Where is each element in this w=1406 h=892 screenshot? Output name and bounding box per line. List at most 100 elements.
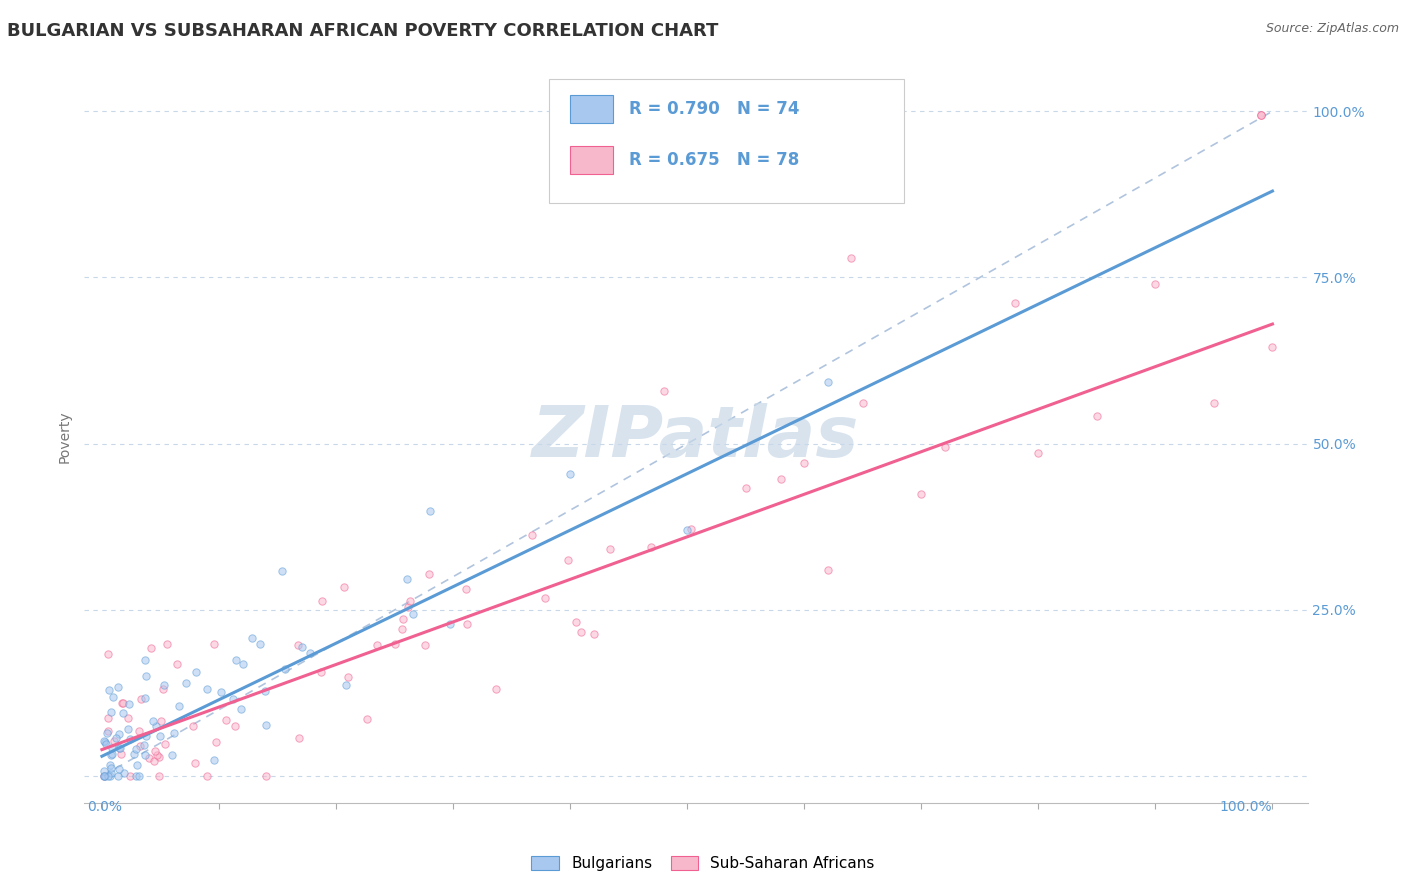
Text: 100.0%: 100.0% bbox=[1220, 800, 1272, 814]
Point bbox=[101, 740, 124, 755]
Point bbox=[254, 718, 277, 732]
Point bbox=[112, 706, 135, 720]
Point bbox=[287, 638, 309, 652]
Point bbox=[254, 769, 277, 783]
Point bbox=[141, 640, 163, 655]
Bar bbox=[569, 95, 613, 122]
Point bbox=[1261, 340, 1284, 354]
Point bbox=[934, 440, 956, 454]
Point bbox=[560, 467, 582, 482]
Point bbox=[309, 665, 332, 679]
Point bbox=[202, 753, 225, 767]
Point bbox=[96, 726, 118, 740]
Point bbox=[117, 711, 139, 725]
Point bbox=[734, 481, 756, 495]
Point bbox=[96, 737, 118, 751]
Point bbox=[93, 734, 115, 748]
Point bbox=[128, 769, 150, 783]
Point bbox=[224, 719, 246, 733]
Point bbox=[204, 637, 226, 651]
Point bbox=[134, 653, 156, 667]
Point bbox=[679, 522, 702, 536]
Point bbox=[93, 769, 115, 783]
Point bbox=[174, 676, 197, 690]
FancyBboxPatch shape bbox=[550, 78, 904, 203]
Point bbox=[142, 755, 165, 769]
Point bbox=[93, 764, 115, 778]
Point bbox=[100, 765, 122, 780]
Point bbox=[146, 748, 169, 763]
Point bbox=[534, 591, 557, 605]
Point bbox=[395, 572, 418, 586]
Point bbox=[1250, 107, 1272, 121]
Point bbox=[195, 769, 218, 783]
Point bbox=[249, 636, 271, 650]
Point bbox=[129, 739, 152, 753]
Point bbox=[356, 712, 378, 726]
Point bbox=[100, 705, 122, 719]
Point bbox=[118, 769, 141, 783]
Point bbox=[150, 714, 173, 729]
Point bbox=[98, 769, 121, 783]
Point bbox=[384, 637, 406, 651]
Point bbox=[336, 670, 359, 684]
Point bbox=[97, 769, 120, 783]
Point bbox=[195, 682, 218, 697]
Point bbox=[520, 528, 543, 542]
Point bbox=[125, 742, 148, 756]
Point bbox=[1144, 277, 1167, 291]
Point bbox=[104, 731, 127, 745]
Text: ZIPatlas: ZIPatlas bbox=[533, 402, 859, 472]
Point bbox=[96, 711, 118, 725]
Point bbox=[98, 757, 121, 772]
Point bbox=[419, 503, 441, 517]
Point bbox=[564, 615, 586, 630]
Point bbox=[817, 376, 839, 390]
Point bbox=[769, 471, 792, 485]
Point bbox=[156, 636, 179, 650]
Point bbox=[396, 599, 419, 614]
Point bbox=[910, 487, 932, 501]
Point bbox=[184, 756, 207, 770]
Point bbox=[135, 729, 157, 743]
Point bbox=[288, 731, 311, 745]
Point bbox=[166, 657, 188, 671]
Text: BULGARIAN VS SUBSAHARAN AFRICAN POVERTY CORRELATION CHART: BULGARIAN VS SUBSAHARAN AFRICAN POVERTY … bbox=[7, 22, 718, 40]
Point bbox=[129, 691, 152, 706]
Point bbox=[456, 582, 478, 596]
Legend: Bulgarians, Sub-Saharan Africans: Bulgarians, Sub-Saharan Africans bbox=[526, 849, 880, 877]
Text: Source: ZipAtlas.com: Source: ZipAtlas.com bbox=[1265, 22, 1399, 36]
Point bbox=[134, 691, 156, 706]
Point bbox=[793, 456, 815, 470]
Point bbox=[107, 769, 129, 783]
Point bbox=[97, 683, 120, 698]
Point bbox=[222, 692, 245, 706]
Point bbox=[110, 741, 132, 756]
Point bbox=[97, 723, 120, 738]
Point bbox=[209, 684, 232, 698]
Point bbox=[97, 647, 120, 661]
Point bbox=[148, 729, 170, 743]
Point bbox=[456, 617, 478, 632]
Point bbox=[571, 624, 593, 639]
Point bbox=[392, 612, 415, 626]
Point bbox=[415, 638, 437, 652]
Point bbox=[817, 563, 839, 577]
Point bbox=[93, 769, 115, 783]
Point bbox=[117, 722, 139, 736]
Point bbox=[583, 626, 606, 640]
Point bbox=[599, 541, 621, 556]
Point bbox=[557, 552, 579, 566]
Point bbox=[232, 657, 254, 671]
Point bbox=[254, 684, 277, 698]
Point bbox=[148, 769, 170, 783]
Point bbox=[333, 580, 356, 594]
Point bbox=[122, 747, 145, 761]
Point bbox=[366, 638, 388, 652]
Point bbox=[418, 566, 440, 581]
Point bbox=[181, 719, 204, 733]
Point bbox=[160, 747, 183, 762]
Point bbox=[152, 681, 174, 696]
Point bbox=[138, 751, 160, 765]
Point bbox=[1028, 446, 1050, 460]
